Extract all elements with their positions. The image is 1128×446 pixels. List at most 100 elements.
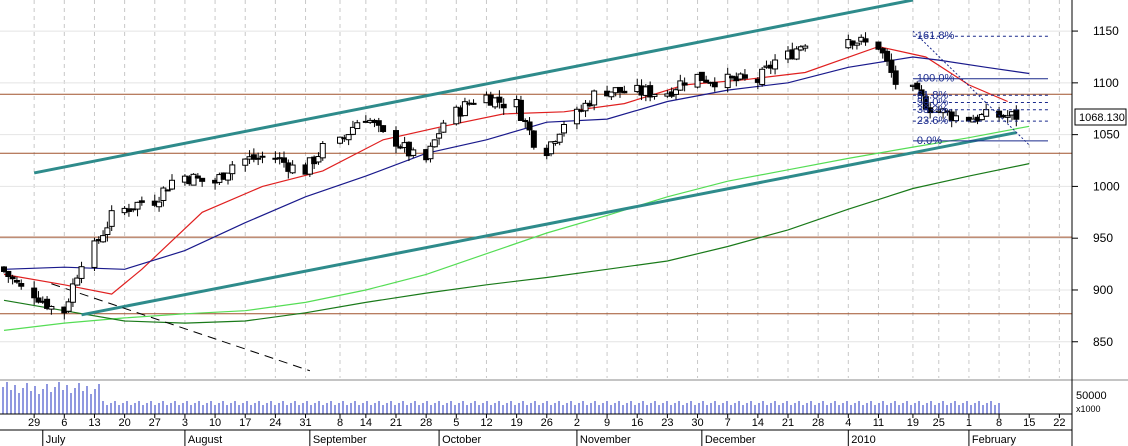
fibonacci-level-label: 38.2% (917, 104, 948, 116)
candle-body (983, 109, 990, 117)
date-tick-label: 1 (966, 417, 972, 429)
candle-body (875, 41, 882, 50)
candle-body (802, 45, 809, 49)
date-tick-label: 8 (337, 417, 343, 429)
candle-body (31, 287, 38, 299)
fibonacci-level-label: 100.0% (917, 73, 955, 85)
candle-body (1, 266, 7, 272)
candle-body (1013, 109, 1020, 120)
candle-body (944, 110, 951, 113)
price-axis: 850 900 950 1000 1050 1100 1150 (1072, 24, 1120, 349)
candle-body (229, 164, 236, 175)
volume-bars (0, 379, 1128, 414)
candle-body (793, 48, 800, 60)
candle-body (522, 120, 529, 123)
candle-body (556, 133, 563, 143)
trend-line-lower-channel (81, 131, 1017, 317)
volume-unit-label: x1000 (1076, 404, 1101, 414)
date-tick-label: 7 (725, 417, 731, 429)
date-tick-label: 22 (1053, 417, 1065, 429)
fibonacci-level-label: 23.6% (917, 115, 948, 127)
price-tick-label: 1000 (1093, 179, 1120, 193)
candle-body (698, 71, 705, 81)
candle-body (436, 133, 443, 139)
trend-line-upper-channel (33, 0, 914, 175)
candle-body (138, 200, 145, 203)
month-label: July (46, 434, 66, 446)
date-tick-label: 17 (239, 417, 251, 429)
date-tick-label: 16 (631, 417, 643, 429)
candle-body (5, 270, 12, 278)
candle-body (759, 68, 766, 85)
candle-body (853, 42, 860, 46)
date-tick-label: 30 (691, 417, 703, 429)
candle-body (892, 70, 899, 85)
candle-body (461, 101, 468, 117)
date-tick-label: 26 (541, 417, 553, 429)
date-tick-label: 9 (604, 417, 610, 429)
fibonacci-level-label: 0.0% (917, 135, 942, 147)
candle-body (65, 301, 72, 312)
date-tick-label: 21 (390, 417, 402, 429)
candle-body (500, 103, 507, 109)
candle-body (78, 266, 85, 279)
date-tick-label: 20 (118, 417, 130, 429)
candle-body (13, 279, 20, 283)
candle-body (164, 189, 171, 192)
candle-body (526, 121, 533, 131)
month-label: September (313, 434, 367, 446)
fibonacci-anchor-line (912, 30, 1030, 146)
fibonacci-level-label: 61.8% (917, 89, 948, 101)
candle-body (349, 126, 356, 135)
candle-body (91, 240, 98, 268)
date-tick-label: 13 (88, 417, 100, 429)
date-tick-label: 28 (812, 417, 824, 429)
candle-body (44, 298, 51, 309)
candle-body (134, 201, 141, 210)
candle-body (431, 139, 438, 148)
candle-body (100, 235, 107, 243)
candle-body (651, 93, 658, 97)
month-label: August (188, 434, 222, 446)
candle-body (862, 38, 869, 43)
date-tick-label: 27 (149, 417, 161, 429)
date-tick-label: 15 (1023, 417, 1035, 429)
moving-average-line (3, 125, 1030, 331)
date-tick-label: 25 (933, 417, 945, 429)
candle-body (315, 156, 322, 163)
candle-body (375, 120, 382, 126)
candle-body (69, 283, 76, 303)
candle-body (608, 91, 615, 98)
date-tick-label: 4 (845, 417, 851, 429)
candle-body (225, 172, 231, 181)
candle-body (281, 157, 287, 163)
candle-body (259, 155, 266, 158)
date-tick-label: 11 (873, 417, 884, 429)
candle-body (647, 85, 654, 98)
volume-axis: 50000 x1000 (1076, 390, 1107, 414)
candle-body (673, 89, 679, 95)
price-tick-label: 1150 (1093, 24, 1119, 38)
candle-body (199, 177, 206, 182)
candle-body (496, 96, 503, 103)
candle-body (884, 50, 891, 62)
candle-body (996, 110, 1003, 118)
trend-line-descending (51, 283, 311, 372)
date-tick-label: 23 (661, 417, 673, 429)
candle-body (772, 59, 779, 70)
candle-body (879, 48, 886, 54)
chart-frame (0, 0, 1073, 446)
date-tick-label: 14 (752, 417, 764, 429)
candle-body (1004, 115, 1011, 118)
candle-body (405, 141, 412, 157)
candle-body (156, 201, 163, 208)
candle-body (888, 59, 895, 73)
candle-body (74, 277, 81, 286)
trend-lines (33, 0, 1017, 372)
candle-body (591, 90, 598, 106)
candle-body (289, 164, 296, 174)
price-tick-label: 900 (1093, 283, 1113, 297)
date-tick-label: 12 (480, 417, 492, 429)
price-tick-label: 950 (1093, 231, 1113, 245)
